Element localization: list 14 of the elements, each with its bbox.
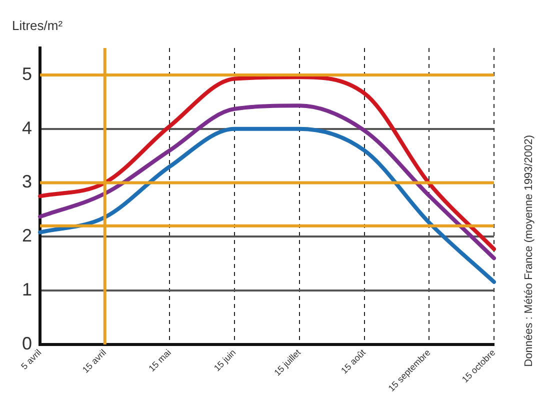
line-series [38,126,496,284]
y-tick-label: 5 [22,64,32,84]
x-tick-label: 15 juin [212,347,238,374]
y-tick-label: 1 [22,280,32,300]
y-axis-title: Litres/m² [12,18,63,33]
x-tick-label: 15 avril [80,347,108,375]
y-tick-label: 4 [22,118,32,138]
y-tick-label: 0 [22,333,32,354]
y-tick-label: 3 [22,172,32,192]
text: Données : Météo France (moyenne 1993/2002) [523,135,535,367]
x-tick-label: 15 mai [146,347,173,374]
y-tick-label: 2 [22,226,32,246]
line-series [38,104,496,260]
line-series [38,75,496,252]
